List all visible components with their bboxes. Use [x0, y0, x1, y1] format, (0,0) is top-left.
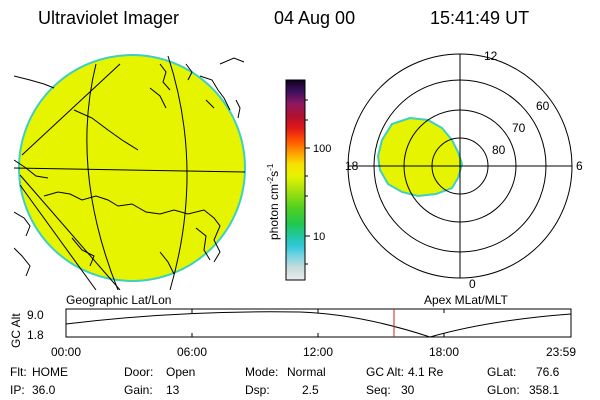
polar-panel: 12 18 6 0 60 70 80 — [345, 49, 583, 291]
flight-label: Flt: — [10, 365, 27, 379]
geo-grid-lines — [14, 55, 246, 290]
colorbar-ticks — [305, 99, 310, 265]
colorbar: 100 10 photon cm-2s-1 — [266, 79, 331, 281]
mlt-label-0: 0 — [469, 277, 476, 291]
altitude-ytick: 9.0 — [27, 308, 44, 322]
altitude-ytick: 1.8 — [27, 328, 44, 342]
observation-date: 04 Aug 00 — [274, 8, 356, 28]
seq-label: Seq: — [366, 383, 391, 397]
colorbar-unit-label: photon cm-2s-1 — [266, 163, 281, 240]
mlat-label-70: 70 — [512, 121, 526, 135]
polar-panel-label: Apex MLat/MLT — [424, 293, 508, 307]
altitude-ylabel: GC Alt — [9, 313, 23, 348]
ip-value: 36.0 — [32, 383, 56, 397]
flight-value: HOME — [32, 365, 68, 379]
geo-coastlines — [14, 57, 245, 277]
mlt-label-12: 12 — [484, 49, 498, 63]
altitude-plot: GC Alt 9.0 1.8 00:00 06:00 12:00 18:00 2… — [9, 308, 576, 359]
dsp-value: 2.5 — [302, 383, 319, 397]
geo-panel-label: Geographic Lat/Lon — [66, 293, 171, 307]
dsp-label: Dsp: — [245, 383, 270, 397]
altitude-x-ticks — [191, 309, 445, 337]
gain-label: Gain: — [124, 383, 153, 397]
glon-label: GLon: — [487, 383, 520, 397]
mlt-label-6: 6 — [576, 159, 583, 173]
door-value: Open — [166, 365, 196, 379]
mlat-label-80: 80 — [492, 143, 506, 157]
altitude-xtick: 12:00 — [303, 345, 333, 359]
mode-label: Mode: — [245, 365, 279, 379]
observation-time: 15:41:49 UT — [430, 8, 530, 28]
glat-label: GLat: — [487, 365, 517, 379]
mlat-label-60: 60 — [536, 99, 550, 113]
polar-grid — [347, 53, 573, 279]
mlt-label-18: 18 — [345, 159, 359, 173]
geo-emission-disk — [18, 54, 246, 282]
mode-value: Normal — [287, 365, 326, 379]
altitude-trace — [65, 311, 572, 338]
gain-value: 13 — [166, 383, 180, 397]
gc-alt-label: GC Alt: — [366, 365, 405, 379]
gc-alt-value: 4.1 Re — [408, 365, 444, 379]
altitude-xtick: 06:00 — [177, 345, 207, 359]
door-label: Door: — [124, 365, 154, 379]
altitude-xtick: 18:00 — [429, 345, 459, 359]
colorbar-tick-100: 100 — [313, 143, 331, 155]
seq-value: 30 — [401, 383, 415, 397]
colorbar-tick-10: 10 — [313, 231, 325, 243]
altitude-xtick: 23:59 — [546, 345, 576, 359]
glat-value: 76.6 — [536, 365, 560, 379]
instrument-title: Ultraviolet Imager — [38, 8, 180, 28]
ip-label: IP: — [10, 383, 25, 397]
altitude-xtick: 00:00 — [51, 345, 81, 359]
geographic-panel — [14, 54, 246, 290]
polar-emission-region — [376, 116, 464, 198]
glon-value: 358.1 — [529, 383, 560, 397]
colorbar-scale — [285, 79, 306, 281]
